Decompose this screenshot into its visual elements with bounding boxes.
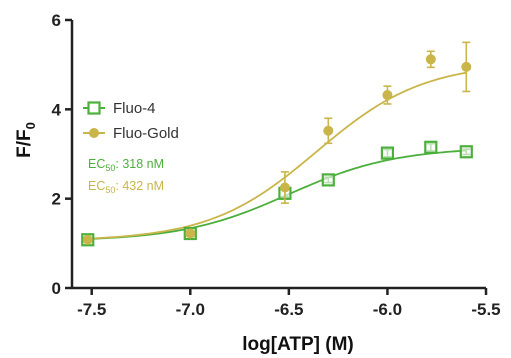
- y-tick-label: 2: [52, 190, 61, 209]
- data-point-fluo-4: [424, 140, 438, 154]
- axes: 0 2 4 6 -7.5 -7.0 -6.5 -6.0 -5.5: [52, 11, 501, 319]
- y-axis-title: F/F0: [14, 122, 38, 158]
- fit-curve-fluo-gold: [87, 71, 467, 240]
- fit-curve-fluo-4: [87, 149, 467, 240]
- x-tick-label: -7.0: [176, 300, 205, 319]
- data-point-fluo-gold: [82, 234, 93, 245]
- data-point-fluo-gold: [323, 125, 334, 136]
- data-point-fluo-4: [380, 146, 395, 160]
- x-axis-title: log[ATP] (M): [242, 334, 354, 355]
- data-point-fluo-gold: [425, 54, 436, 65]
- data-point-fluo-gold: [279, 182, 290, 193]
- y-tick-label: 6: [52, 11, 61, 30]
- legend-marker-fluo-4: [87, 101, 101, 115]
- x-tick-label: -6.0: [373, 300, 402, 319]
- x-tick-label: -6.5: [274, 300, 303, 319]
- x-tick-label: -5.5: [471, 300, 500, 319]
- y-tick-label: 4: [52, 100, 62, 119]
- x-tick-label: -7.5: [77, 300, 106, 319]
- legend-label-fluo-4: Fluo-4: [113, 100, 156, 117]
- data-point-fluo-4: [321, 173, 335, 187]
- data-points: [81, 41, 473, 247]
- data-point-fluo-gold: [185, 228, 196, 239]
- legend: Fluo-4 Fluo-Gold: [83, 100, 179, 142]
- data-point-fluo-4: [459, 145, 473, 159]
- legend-marker-fluo-gold: [89, 128, 99, 138]
- ec50-annotation-fluo-gold: EC50: 432 nM: [88, 179, 164, 195]
- legend-item-fluo-4: Fluo-4: [83, 100, 156, 117]
- data-point-fluo-gold: [382, 90, 393, 101]
- ec50-annotation-fluo-4: EC50: 318 nM: [88, 157, 164, 173]
- fit-curves: [87, 71, 467, 240]
- data-point-fluo-gold: [461, 61, 472, 72]
- legend-label-fluo-gold: Fluo-Gold: [113, 125, 179, 142]
- y-axis-title-subscript: 0: [23, 122, 38, 129]
- legend-item-fluo-gold: Fluo-Gold: [83, 125, 179, 142]
- y-tick-label: 0: [52, 279, 61, 298]
